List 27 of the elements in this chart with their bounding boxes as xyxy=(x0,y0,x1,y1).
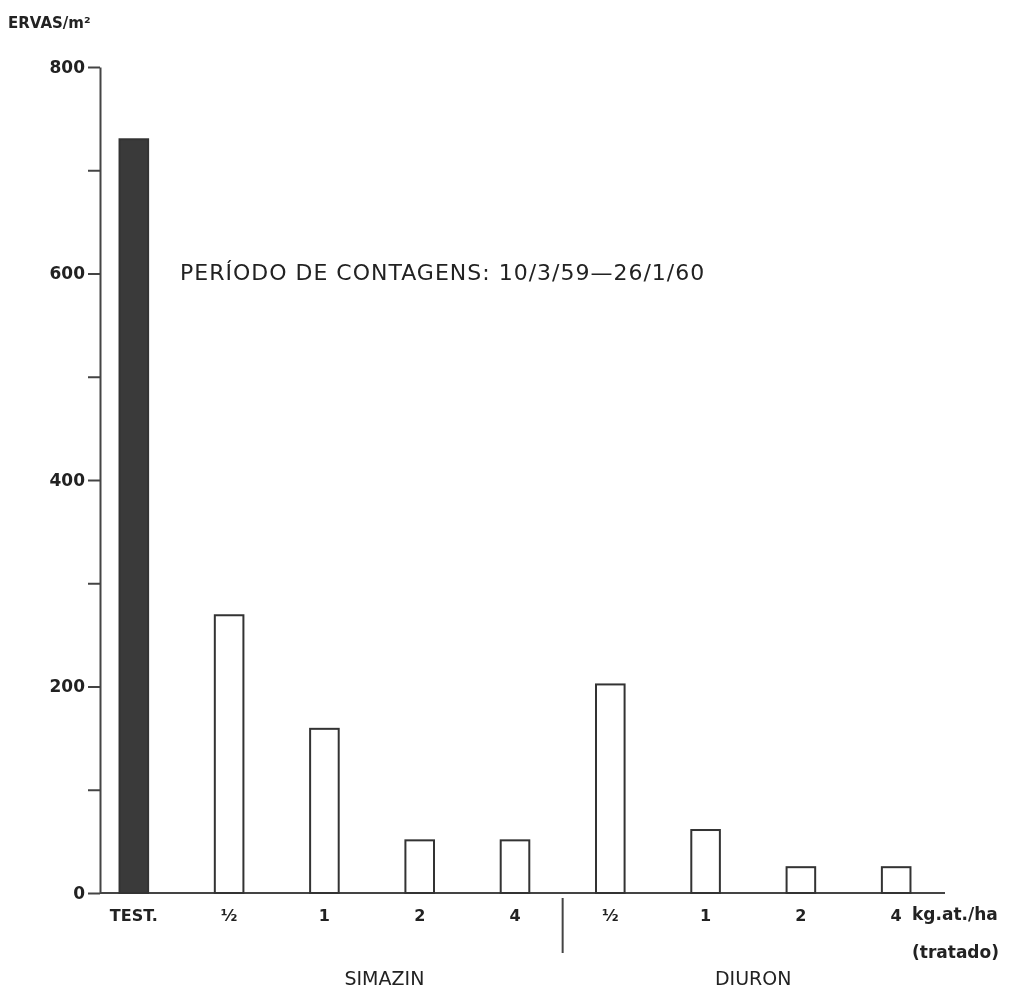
x-tick-label: 4 xyxy=(890,906,902,925)
bar xyxy=(785,866,817,894)
bar xyxy=(595,683,626,894)
y-tick-label: 0 xyxy=(73,882,86,903)
bar xyxy=(309,727,340,894)
y-axis-title: ERVAS/m² xyxy=(8,14,91,32)
x-tick-label: 4 xyxy=(509,906,521,925)
bar xyxy=(880,866,912,894)
x-tick-label: TEST. xyxy=(109,906,158,925)
x-axis-title: kg.at./ha (tratado) xyxy=(912,904,999,962)
x-tick-label: 1 xyxy=(700,906,712,925)
y-tick-label: 600 xyxy=(49,263,86,284)
text: DIURON xyxy=(714,967,792,989)
x-tick-label: 2 xyxy=(795,906,807,925)
text: SIMAZIN xyxy=(344,967,425,989)
y-tick-label: 200 xyxy=(49,676,86,697)
x-tick-label: ½ xyxy=(602,906,619,925)
y-tick-label: 800 xyxy=(49,56,86,77)
bar xyxy=(404,839,435,894)
text: PERÍODO DE CONTAGENS: 10/3/59—26/1/60 xyxy=(180,260,706,285)
bar xyxy=(499,839,531,894)
x-tick-label: ½ xyxy=(220,906,238,925)
x-tick-label: 1 xyxy=(318,906,330,925)
x-tick-label: 2 xyxy=(414,906,426,925)
bar xyxy=(213,614,245,894)
bar xyxy=(690,829,721,894)
y-tick-label: 400 xyxy=(49,469,86,490)
